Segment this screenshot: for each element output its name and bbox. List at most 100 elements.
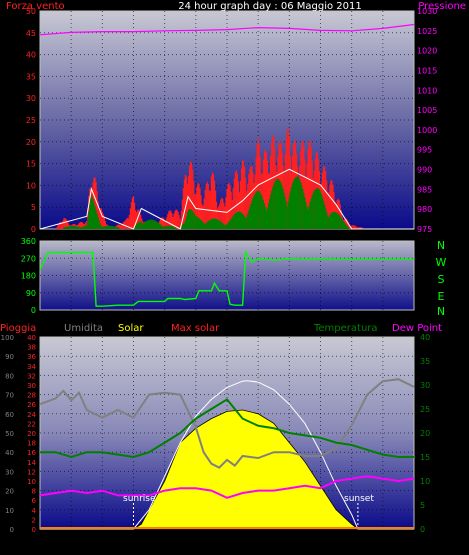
humidity-axis-tick: 70 [5, 392, 14, 400]
humidity-axis-tick: 20 [5, 488, 14, 496]
rain-axis-tick: 10 [27, 478, 36, 486]
pressure-axis-tick: 1010 [417, 86, 437, 95]
humidity-axis-tick: 40 [5, 449, 14, 457]
wind-x-tick: 08 [151, 232, 161, 241]
pressure-axis-tick: 1015 [417, 66, 437, 75]
wind-axis-tick: 10 [26, 181, 36, 190]
rain-axis-tick: 34 [27, 363, 36, 371]
right-axis-title: Pressione [418, 1, 466, 12]
temp-x-tick: 08 [151, 539, 161, 548]
wind-x-tick: 20 [338, 232, 348, 241]
humidity-line [39, 378, 415, 469]
direction-axis-tick: 180 [21, 272, 36, 281]
wind-axis-tick: 40 [26, 51, 36, 60]
pressure-axis-tick: 985 [417, 185, 432, 194]
humidity-axis-tick: 50 [5, 430, 14, 438]
left-axis-title: Forza vento [6, 1, 65, 12]
direction-plot-area [39, 240, 415, 311]
wind-axis-tick: 50 [26, 7, 36, 16]
temp-x-tick: 04 [88, 539, 98, 548]
direction-axis-tick: 360 [21, 237, 36, 246]
temp-x-tick: 22 [369, 539, 379, 548]
rain-axis-tick: 28 [27, 392, 36, 400]
max-solar-line [40, 380, 414, 530]
temp-x-tick: 14 [244, 539, 254, 548]
temp-x-tick: 20 [338, 539, 348, 548]
temp-x-tick: 00 [400, 539, 410, 548]
humidity-axis-tick: 10 [5, 507, 14, 515]
temp-x-tick: 06 [119, 539, 129, 548]
rain-axis-tick: 24 [27, 411, 36, 419]
compass-e: E [438, 290, 445, 303]
compass-w: W [436, 256, 447, 269]
wind-axis-tick: 0 [31, 225, 36, 234]
rain-axis-tick: 20 [27, 430, 36, 438]
temp-axis-tick: 30 [420, 381, 430, 390]
temp-x-tick: 16 [275, 539, 285, 548]
rain-axis-tick: 2 [32, 516, 36, 524]
wind-x-tick: 10 [182, 232, 192, 241]
rain-axis-tick: 8 [32, 488, 36, 496]
wind-x-tick: 00 [400, 232, 410, 241]
direction-axis-tick: 270 [21, 254, 36, 263]
temp-axis-tick: 25 [420, 405, 430, 414]
wind-x-tick: 12 [213, 232, 223, 241]
humidity-axis-tick: 60 [5, 411, 14, 419]
rain-axis-tick: 18 [27, 440, 36, 448]
humidity-axis-tick: 0 [10, 526, 14, 534]
pressure-axis-tick: 1000 [417, 126, 437, 135]
wind-x-tick: 16 [275, 232, 285, 241]
pressure-axis-tick: 1005 [417, 106, 437, 115]
legend-max-solar: Max solar [171, 323, 220, 334]
legend-humidity: Umidita [64, 323, 103, 334]
legend-rain: Pioggia [0, 323, 36, 334]
wind-axis-tick: 35 [26, 72, 36, 81]
rain-axis-tick: 40 [27, 334, 36, 342]
sunrise-label: sunrise [123, 494, 156, 504]
direction-line [39, 250, 414, 307]
temp-axis-tick: 0 [420, 525, 425, 534]
wind-axis-tick: 5 [31, 203, 36, 212]
temp-x-tick: 12 [213, 539, 223, 548]
direction-axis-tick: 0 [31, 306, 36, 315]
rain-axis-tick: 0 [32, 526, 36, 534]
rain-axis-tick: 12 [27, 468, 36, 476]
legend-solar: Solar [118, 323, 144, 334]
wind-axis-tick: 30 [26, 94, 36, 103]
rain-axis-tick: 22 [27, 420, 36, 428]
rain-axis-tick: 4 [32, 507, 37, 515]
wind-average-line [39, 168, 414, 230]
rain-axis-tick: 6 [32, 497, 37, 505]
wind-axis-tick: 25 [26, 116, 36, 125]
rain-axis-tick: 26 [27, 401, 36, 409]
pressure-axis-tick: 1025 [417, 27, 437, 36]
pressure-line [39, 23, 415, 36]
legend-temperature: Temperatura [313, 323, 378, 334]
pressure-axis-tick: 980 [417, 205, 432, 214]
temp-x-tick: 10 [182, 539, 192, 548]
temperature-line [40, 398, 414, 459]
wind-x-tick: 18 [306, 232, 316, 241]
chart-title: 24 hour graph day : 06 Maggio 2011 [178, 1, 361, 12]
rain-axis-tick: 16 [27, 449, 36, 457]
temp-x-tick: 18 [306, 539, 316, 548]
legend-dewpoint: Dew Point [392, 323, 442, 334]
humidity-axis-tick: 90 [5, 353, 14, 361]
dewpoint-line [39, 475, 415, 499]
wind-x-tick: 06 [119, 232, 129, 241]
compass-n-bottom: N [437, 305, 445, 318]
rain-axis-tick: 36 [27, 353, 36, 361]
direction-axis-tick: 90 [26, 289, 36, 298]
wind-x-tick: 22 [369, 232, 379, 241]
temp-axis-tick: 35 [420, 357, 430, 366]
pressure-axis-tick: 990 [417, 166, 432, 175]
temp-x-tick: 02 [57, 539, 67, 548]
compass-n-top: N [437, 239, 445, 252]
temp-axis-tick: 10 [420, 477, 430, 486]
wind-x-tick: 02 [57, 232, 67, 241]
pressure-axis-tick: 1020 [417, 47, 437, 56]
pressure-axis-tick: 975 [417, 225, 432, 234]
temp-axis-tick: 40 [420, 333, 430, 342]
temp-axis-tick: 15 [420, 453, 430, 462]
wind-axis-tick: 15 [26, 160, 36, 169]
